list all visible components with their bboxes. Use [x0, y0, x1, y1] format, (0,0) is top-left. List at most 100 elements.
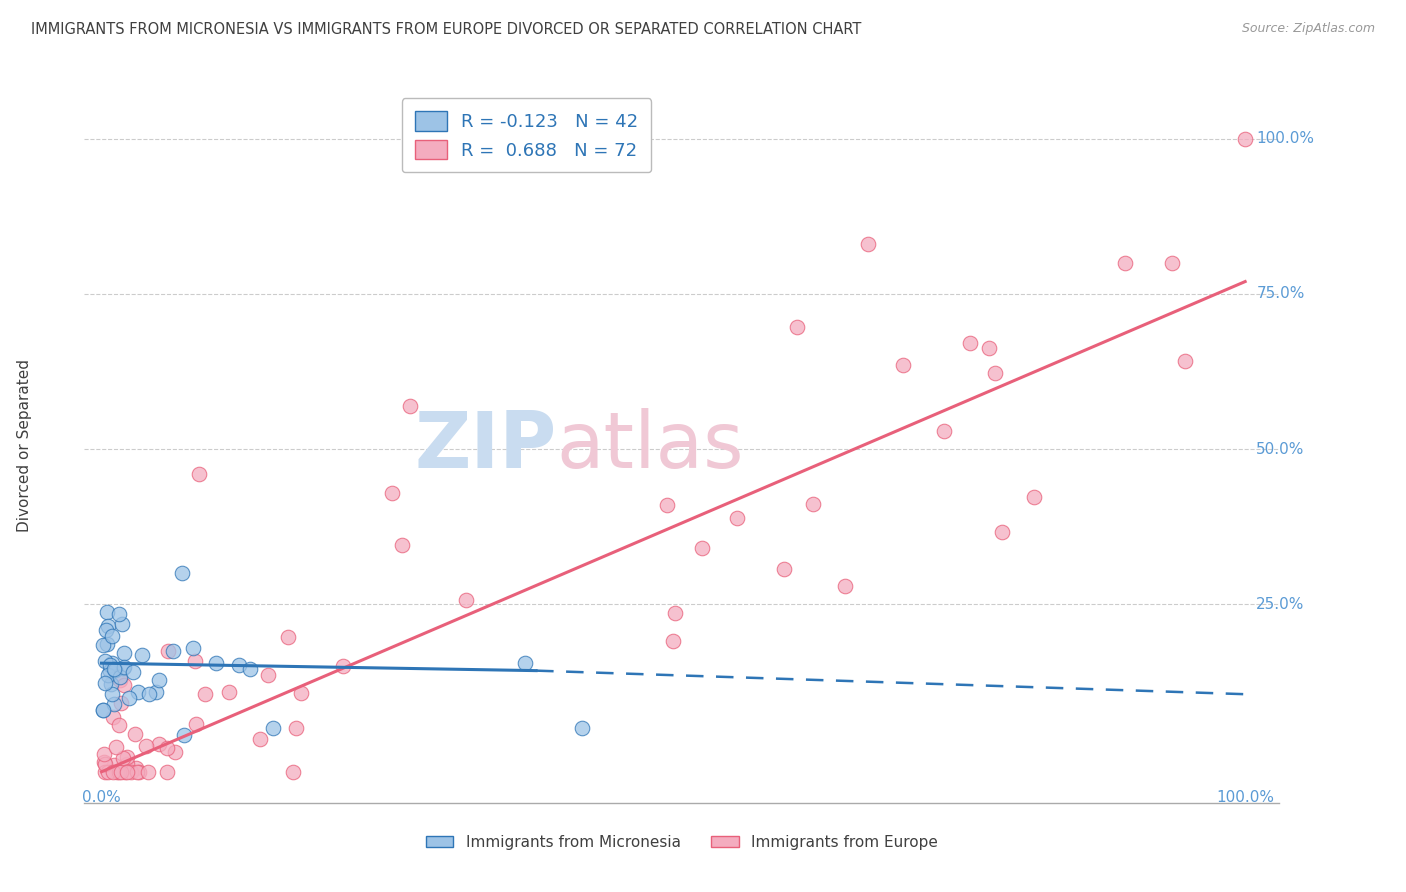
Point	[257, 667, 280, 681]
Text: ZIP: ZIP	[415, 408, 557, 484]
Point	[655, 498, 678, 512]
Point	[773, 562, 796, 576]
Point	[127, 764, 149, 779]
Point	[801, 497, 824, 511]
Point	[381, 486, 404, 500]
Point	[454, 593, 477, 607]
Point	[100, 677, 122, 691]
Point	[112, 678, 135, 692]
Point	[690, 541, 713, 555]
Point	[136, 764, 159, 779]
Point	[101, 710, 124, 724]
Point	[228, 657, 250, 672]
Point	[108, 673, 131, 687]
Point	[104, 739, 127, 754]
Point	[135, 739, 157, 754]
Text: 100.0%: 100.0%	[1216, 790, 1274, 805]
Point	[277, 631, 299, 645]
Point	[100, 629, 122, 643]
Point	[112, 646, 135, 660]
Point	[1114, 256, 1136, 270]
Point	[96, 637, 118, 651]
Text: Divorced or Separated: Divorced or Separated	[17, 359, 32, 533]
Point	[101, 687, 124, 701]
Point	[118, 690, 141, 705]
Point	[249, 732, 271, 747]
Text: 0.0%: 0.0%	[82, 790, 121, 805]
Point	[173, 727, 195, 741]
Point	[959, 336, 981, 351]
Point	[108, 718, 131, 732]
Point	[93, 764, 115, 779]
Point	[104, 663, 127, 677]
Point	[114, 764, 136, 779]
Point	[131, 648, 153, 663]
Point	[98, 664, 121, 678]
Point	[391, 538, 413, 552]
Point	[664, 606, 686, 620]
Point	[111, 617, 134, 632]
Point	[148, 673, 170, 687]
Point	[128, 764, 150, 779]
Point	[108, 607, 131, 621]
Point	[105, 764, 128, 779]
Point	[170, 566, 193, 581]
Point	[124, 727, 146, 741]
Point	[125, 761, 148, 775]
Point	[725, 511, 748, 525]
Point	[183, 654, 205, 668]
Point	[94, 676, 117, 690]
Point	[284, 722, 307, 736]
Text: 50.0%: 50.0%	[1257, 442, 1305, 457]
Point	[103, 662, 125, 676]
Point	[138, 687, 160, 701]
Point	[218, 685, 240, 699]
Point	[148, 737, 170, 751]
Point	[156, 764, 179, 779]
Point	[108, 670, 131, 684]
Point	[97, 667, 120, 681]
Point	[571, 722, 593, 736]
Point	[120, 764, 142, 779]
Point	[117, 757, 139, 772]
Point	[96, 605, 118, 619]
Point	[184, 717, 207, 731]
Point	[1234, 132, 1257, 146]
Point	[115, 750, 138, 764]
Point	[399, 399, 422, 413]
Point	[1160, 256, 1182, 270]
Point	[977, 341, 1000, 355]
Point	[262, 722, 284, 736]
Point	[281, 764, 304, 779]
Point	[1174, 353, 1197, 368]
Point	[112, 661, 135, 675]
Point	[117, 764, 139, 779]
Point	[108, 764, 131, 779]
Point	[332, 658, 354, 673]
Point	[94, 654, 117, 668]
Point	[91, 703, 114, 717]
Point	[112, 659, 135, 673]
Point	[984, 366, 1007, 380]
Point	[98, 657, 121, 672]
Text: IMMIGRANTS FROM MICRONESIA VS IMMIGRANTS FROM EUROPE DIVORCED OR SEPARATED CORRE: IMMIGRANTS FROM MICRONESIA VS IMMIGRANTS…	[31, 22, 862, 37]
Text: 25.0%: 25.0%	[1257, 597, 1305, 612]
Point	[101, 657, 124, 671]
Point	[94, 623, 117, 637]
Point	[162, 644, 184, 658]
Point	[181, 640, 204, 655]
Point	[103, 697, 125, 711]
Point	[91, 638, 114, 652]
Point	[187, 467, 209, 481]
Point	[194, 687, 217, 701]
Point	[662, 634, 685, 648]
Point	[101, 764, 124, 779]
Point	[990, 524, 1012, 539]
Point	[156, 644, 179, 658]
Point	[290, 686, 312, 700]
Point	[156, 741, 179, 756]
Point	[165, 745, 187, 759]
Point	[97, 764, 120, 779]
Point	[112, 751, 135, 765]
Point	[513, 656, 536, 670]
